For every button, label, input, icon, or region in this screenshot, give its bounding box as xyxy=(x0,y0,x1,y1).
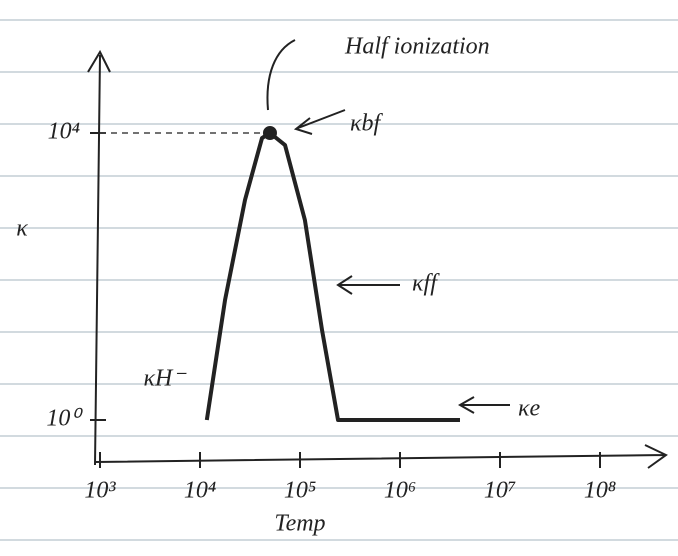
x-tick-label: 10⁴ xyxy=(184,478,216,504)
y-axis-label: κ xyxy=(16,216,28,242)
annotation: κH⁻ xyxy=(143,366,187,392)
x-tick-label: 10⁸ xyxy=(584,478,616,504)
y-tick-label: 10⁰ xyxy=(46,406,83,432)
x-tick-label: 10³ xyxy=(84,478,116,504)
annotation: Half ionization xyxy=(344,34,490,60)
annotation: κbf xyxy=(350,111,384,137)
peak-dot xyxy=(263,126,277,140)
x-axis-label: Temp xyxy=(274,511,325,537)
annotation: κe xyxy=(518,396,541,422)
x-tick-label: 10⁷ xyxy=(484,478,516,504)
arrows xyxy=(267,40,510,413)
x-tick-label: 10⁶ xyxy=(384,478,416,504)
chart: Temp κ 10³ 10⁴ 10⁵ 10⁶ 10⁷ 10⁸ 10⁰ 10⁴ Half ioni… xyxy=(0,0,678,556)
y-tick-label: 10⁴ xyxy=(48,119,80,145)
annotation: κff xyxy=(412,271,440,297)
x-tick-label: 10⁵ xyxy=(284,478,316,504)
